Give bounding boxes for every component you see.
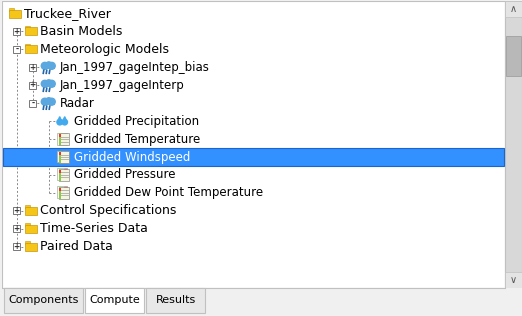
- Bar: [14, 225, 20, 232]
- Circle shape: [41, 62, 48, 69]
- Bar: [58, 188, 61, 191]
- Text: Gridded Precipitation: Gridded Precipitation: [74, 115, 199, 128]
- Text: Control Specifications: Control Specifications: [40, 204, 176, 217]
- Bar: [58, 169, 69, 181]
- Bar: [9, 9, 21, 17]
- Bar: [14, 243, 20, 250]
- Text: Time-Series Data: Time-Series Data: [40, 222, 148, 235]
- Circle shape: [48, 62, 55, 69]
- Text: Gridded Windspeed: Gridded Windspeed: [74, 150, 190, 163]
- Bar: [58, 187, 61, 199]
- Text: Gridded Dew Point Temperature: Gridded Dew Point Temperature: [74, 186, 263, 199]
- Bar: [2, 288, 522, 315]
- Text: +: +: [14, 224, 20, 233]
- Bar: [9, 8, 14, 10]
- Bar: [505, 271, 522, 288]
- Bar: [42, 65, 55, 69]
- Text: -: -: [31, 98, 34, 107]
- Bar: [25, 243, 37, 251]
- Bar: [57, 186, 67, 198]
- Bar: [505, 1, 522, 16]
- Bar: [42, 83, 55, 87]
- Bar: [58, 187, 69, 199]
- Bar: [58, 133, 69, 145]
- Text: +: +: [14, 242, 20, 251]
- Bar: [14, 207, 20, 214]
- Polygon shape: [63, 117, 66, 120]
- Circle shape: [62, 119, 67, 125]
- Bar: [57, 168, 67, 180]
- Text: Compute: Compute: [89, 295, 140, 306]
- Text: Basin Models: Basin Models: [40, 25, 122, 38]
- Bar: [58, 133, 61, 145]
- Bar: [58, 170, 61, 173]
- Text: Radar: Radar: [60, 97, 94, 110]
- Bar: [58, 169, 61, 181]
- Circle shape: [48, 80, 55, 87]
- Bar: [58, 151, 61, 163]
- Bar: [58, 152, 61, 155]
- Bar: [25, 44, 30, 46]
- Polygon shape: [58, 117, 61, 120]
- Bar: [14, 28, 20, 35]
- Text: ∧: ∧: [510, 3, 517, 14]
- Polygon shape: [64, 134, 67, 137]
- Circle shape: [41, 98, 48, 105]
- Text: +: +: [14, 206, 20, 215]
- Bar: [58, 151, 69, 163]
- Bar: [57, 133, 67, 144]
- Text: Meteorologic Models: Meteorologic Models: [40, 43, 169, 56]
- Text: +: +: [30, 63, 36, 71]
- Polygon shape: [64, 169, 67, 173]
- Bar: [25, 27, 37, 35]
- Text: Jan_1997_gageInterp: Jan_1997_gageInterp: [60, 79, 184, 92]
- Text: Results: Results: [156, 295, 196, 306]
- Circle shape: [48, 98, 55, 105]
- Bar: [146, 288, 205, 313]
- Text: Gridded Temperature: Gridded Temperature: [74, 133, 200, 146]
- Text: +: +: [30, 81, 36, 89]
- Bar: [14, 46, 20, 53]
- Bar: [3, 148, 504, 166]
- Text: ∨: ∨: [510, 275, 517, 284]
- Bar: [58, 134, 61, 137]
- Bar: [29, 82, 37, 89]
- Bar: [505, 1, 522, 288]
- Text: +: +: [14, 27, 20, 36]
- Bar: [506, 36, 521, 76]
- Text: Components: Components: [8, 295, 78, 306]
- Polygon shape: [64, 152, 67, 155]
- Bar: [85, 288, 144, 313]
- Bar: [25, 205, 30, 208]
- Circle shape: [46, 62, 52, 68]
- Bar: [25, 223, 30, 226]
- Circle shape: [46, 98, 52, 104]
- Bar: [29, 64, 37, 71]
- Bar: [25, 26, 30, 28]
- Circle shape: [46, 80, 52, 86]
- Circle shape: [41, 80, 48, 87]
- Bar: [57, 150, 67, 162]
- Text: Gridded Pressure: Gridded Pressure: [74, 168, 175, 181]
- Text: Truckee_River: Truckee_River: [24, 7, 111, 20]
- Text: Paired Data: Paired Data: [40, 240, 113, 253]
- Bar: [29, 100, 37, 107]
- Bar: [25, 225, 37, 233]
- Bar: [25, 207, 37, 215]
- Polygon shape: [64, 187, 67, 190]
- Bar: [42, 101, 55, 105]
- Bar: [25, 46, 37, 53]
- Text: -: -: [15, 45, 18, 54]
- Bar: [25, 241, 30, 244]
- Bar: [4, 288, 82, 313]
- Circle shape: [57, 119, 63, 125]
- Text: Jan_1997_gageIntep_bias: Jan_1997_gageIntep_bias: [60, 61, 210, 74]
